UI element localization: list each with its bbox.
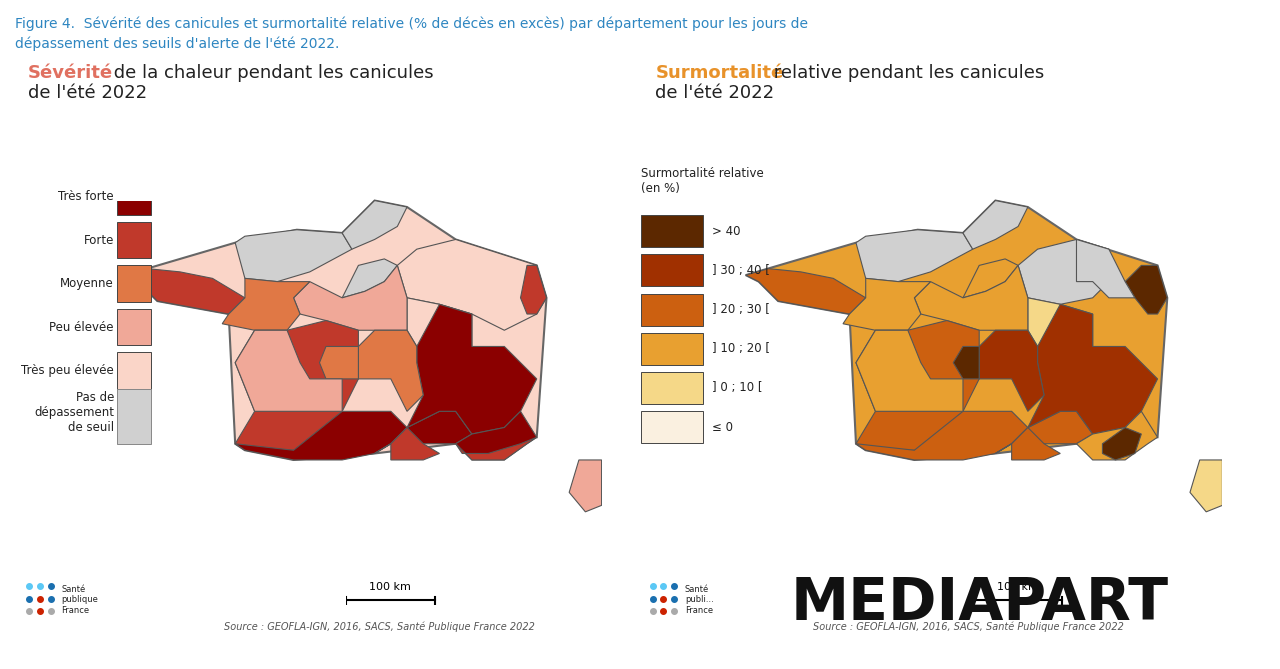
Text: de la chaleur pendant les canicules: de la chaleur pendant les canicules: [108, 64, 433, 82]
Text: Santé
publique
France: Santé publique France: [61, 585, 99, 615]
Polygon shape: [125, 201, 547, 460]
Polygon shape: [456, 411, 536, 460]
Polygon shape: [963, 259, 1018, 298]
FancyBboxPatch shape: [116, 222, 151, 258]
Polygon shape: [293, 266, 407, 330]
Polygon shape: [1076, 240, 1135, 298]
Polygon shape: [746, 201, 1167, 460]
FancyBboxPatch shape: [116, 353, 151, 389]
Text: ] 20 ; 30 [: ] 20 ; 30 [: [712, 303, 769, 316]
Text: dépassement des seuils d'alerte de l'été 2022.: dépassement des seuils d'alerte de l'été…: [15, 37, 339, 52]
Polygon shape: [914, 266, 1028, 330]
Text: ] 0 ; 10 [: ] 0 ; 10 [: [712, 381, 763, 395]
Polygon shape: [844, 278, 931, 330]
Polygon shape: [125, 269, 244, 314]
Text: Surmortalité relative
(en %): Surmortalité relative (en %): [641, 167, 764, 195]
Text: Pas de
dépassement
de seuil: Pas de dépassement de seuil: [35, 391, 114, 434]
FancyBboxPatch shape: [116, 389, 151, 444]
Polygon shape: [1076, 411, 1157, 460]
Polygon shape: [1102, 427, 1142, 460]
Polygon shape: [1028, 298, 1093, 363]
Polygon shape: [342, 201, 407, 249]
Polygon shape: [456, 438, 536, 460]
Polygon shape: [963, 201, 1028, 249]
Text: Source : GEOFLA-IGN, 2016, SACS, Santé Publique France 2022: Source : GEOFLA-IGN, 2016, SACS, Santé P…: [224, 622, 535, 632]
Polygon shape: [1011, 427, 1060, 460]
FancyBboxPatch shape: [641, 254, 703, 286]
Text: 100 km: 100 km: [370, 582, 411, 592]
FancyBboxPatch shape: [641, 215, 703, 248]
Polygon shape: [236, 320, 358, 450]
Text: Figure 4.  Sévérité des canicules et surmortalité relative (% de décès en excès): Figure 4. Sévérité des canicules et surm…: [15, 17, 809, 31]
Polygon shape: [236, 229, 352, 282]
Text: ≤ 0: ≤ 0: [712, 421, 733, 434]
Polygon shape: [375, 411, 472, 454]
Text: Moyenne: Moyenne: [60, 277, 114, 290]
Polygon shape: [1125, 266, 1167, 314]
FancyBboxPatch shape: [116, 309, 151, 345]
Polygon shape: [954, 347, 979, 379]
Polygon shape: [856, 320, 979, 450]
Polygon shape: [407, 304, 536, 434]
Polygon shape: [570, 460, 602, 512]
Polygon shape: [1190, 460, 1222, 512]
Polygon shape: [397, 240, 547, 330]
Text: ] 10 ; 20 [: ] 10 ; 20 [: [712, 343, 771, 355]
Text: de l'été 2022: de l'été 2022: [28, 84, 147, 102]
Text: Très peu élevée: Très peu élevée: [22, 364, 114, 377]
Text: Santé
publi...
France: Santé publi... France: [685, 585, 713, 615]
Polygon shape: [979, 330, 1044, 411]
FancyBboxPatch shape: [641, 372, 703, 404]
Polygon shape: [223, 278, 310, 330]
Text: Forte: Forte: [83, 233, 114, 247]
Polygon shape: [521, 266, 547, 314]
Polygon shape: [236, 411, 407, 460]
Text: Sévérité: Sévérité: [28, 64, 114, 82]
Polygon shape: [320, 347, 358, 379]
FancyBboxPatch shape: [641, 332, 703, 365]
FancyBboxPatch shape: [641, 411, 703, 443]
Text: ] 30 ; 40 [: ] 30 ; 40 [: [712, 264, 769, 277]
Polygon shape: [856, 229, 973, 282]
Polygon shape: [856, 411, 1028, 460]
Text: > 40: > 40: [712, 225, 740, 237]
Polygon shape: [1018, 240, 1108, 304]
Polygon shape: [236, 330, 342, 411]
Text: Surmortalité: Surmortalité: [655, 64, 783, 82]
Polygon shape: [342, 259, 397, 298]
Text: 100 km: 100 km: [997, 582, 1038, 592]
Text: de l'été 2022: de l'été 2022: [655, 84, 774, 102]
Polygon shape: [856, 330, 963, 411]
Text: relative pendant les canicules: relative pendant les canicules: [768, 64, 1044, 82]
Polygon shape: [1028, 304, 1157, 434]
Text: Source : GEOFLA-IGN, 2016, SACS, Santé Publique France 2022: Source : GEOFLA-IGN, 2016, SACS, Santé P…: [813, 622, 1124, 632]
FancyBboxPatch shape: [116, 266, 151, 302]
Polygon shape: [746, 269, 865, 314]
Polygon shape: [390, 427, 439, 460]
Polygon shape: [996, 411, 1093, 454]
Text: Peu élevée: Peu élevée: [50, 320, 114, 334]
Text: Très forte: Très forte: [59, 190, 114, 203]
Polygon shape: [407, 298, 472, 363]
FancyBboxPatch shape: [641, 294, 703, 326]
FancyBboxPatch shape: [116, 178, 151, 215]
Text: MEDIAPART: MEDIAPART: [791, 575, 1169, 632]
Polygon shape: [358, 330, 424, 411]
